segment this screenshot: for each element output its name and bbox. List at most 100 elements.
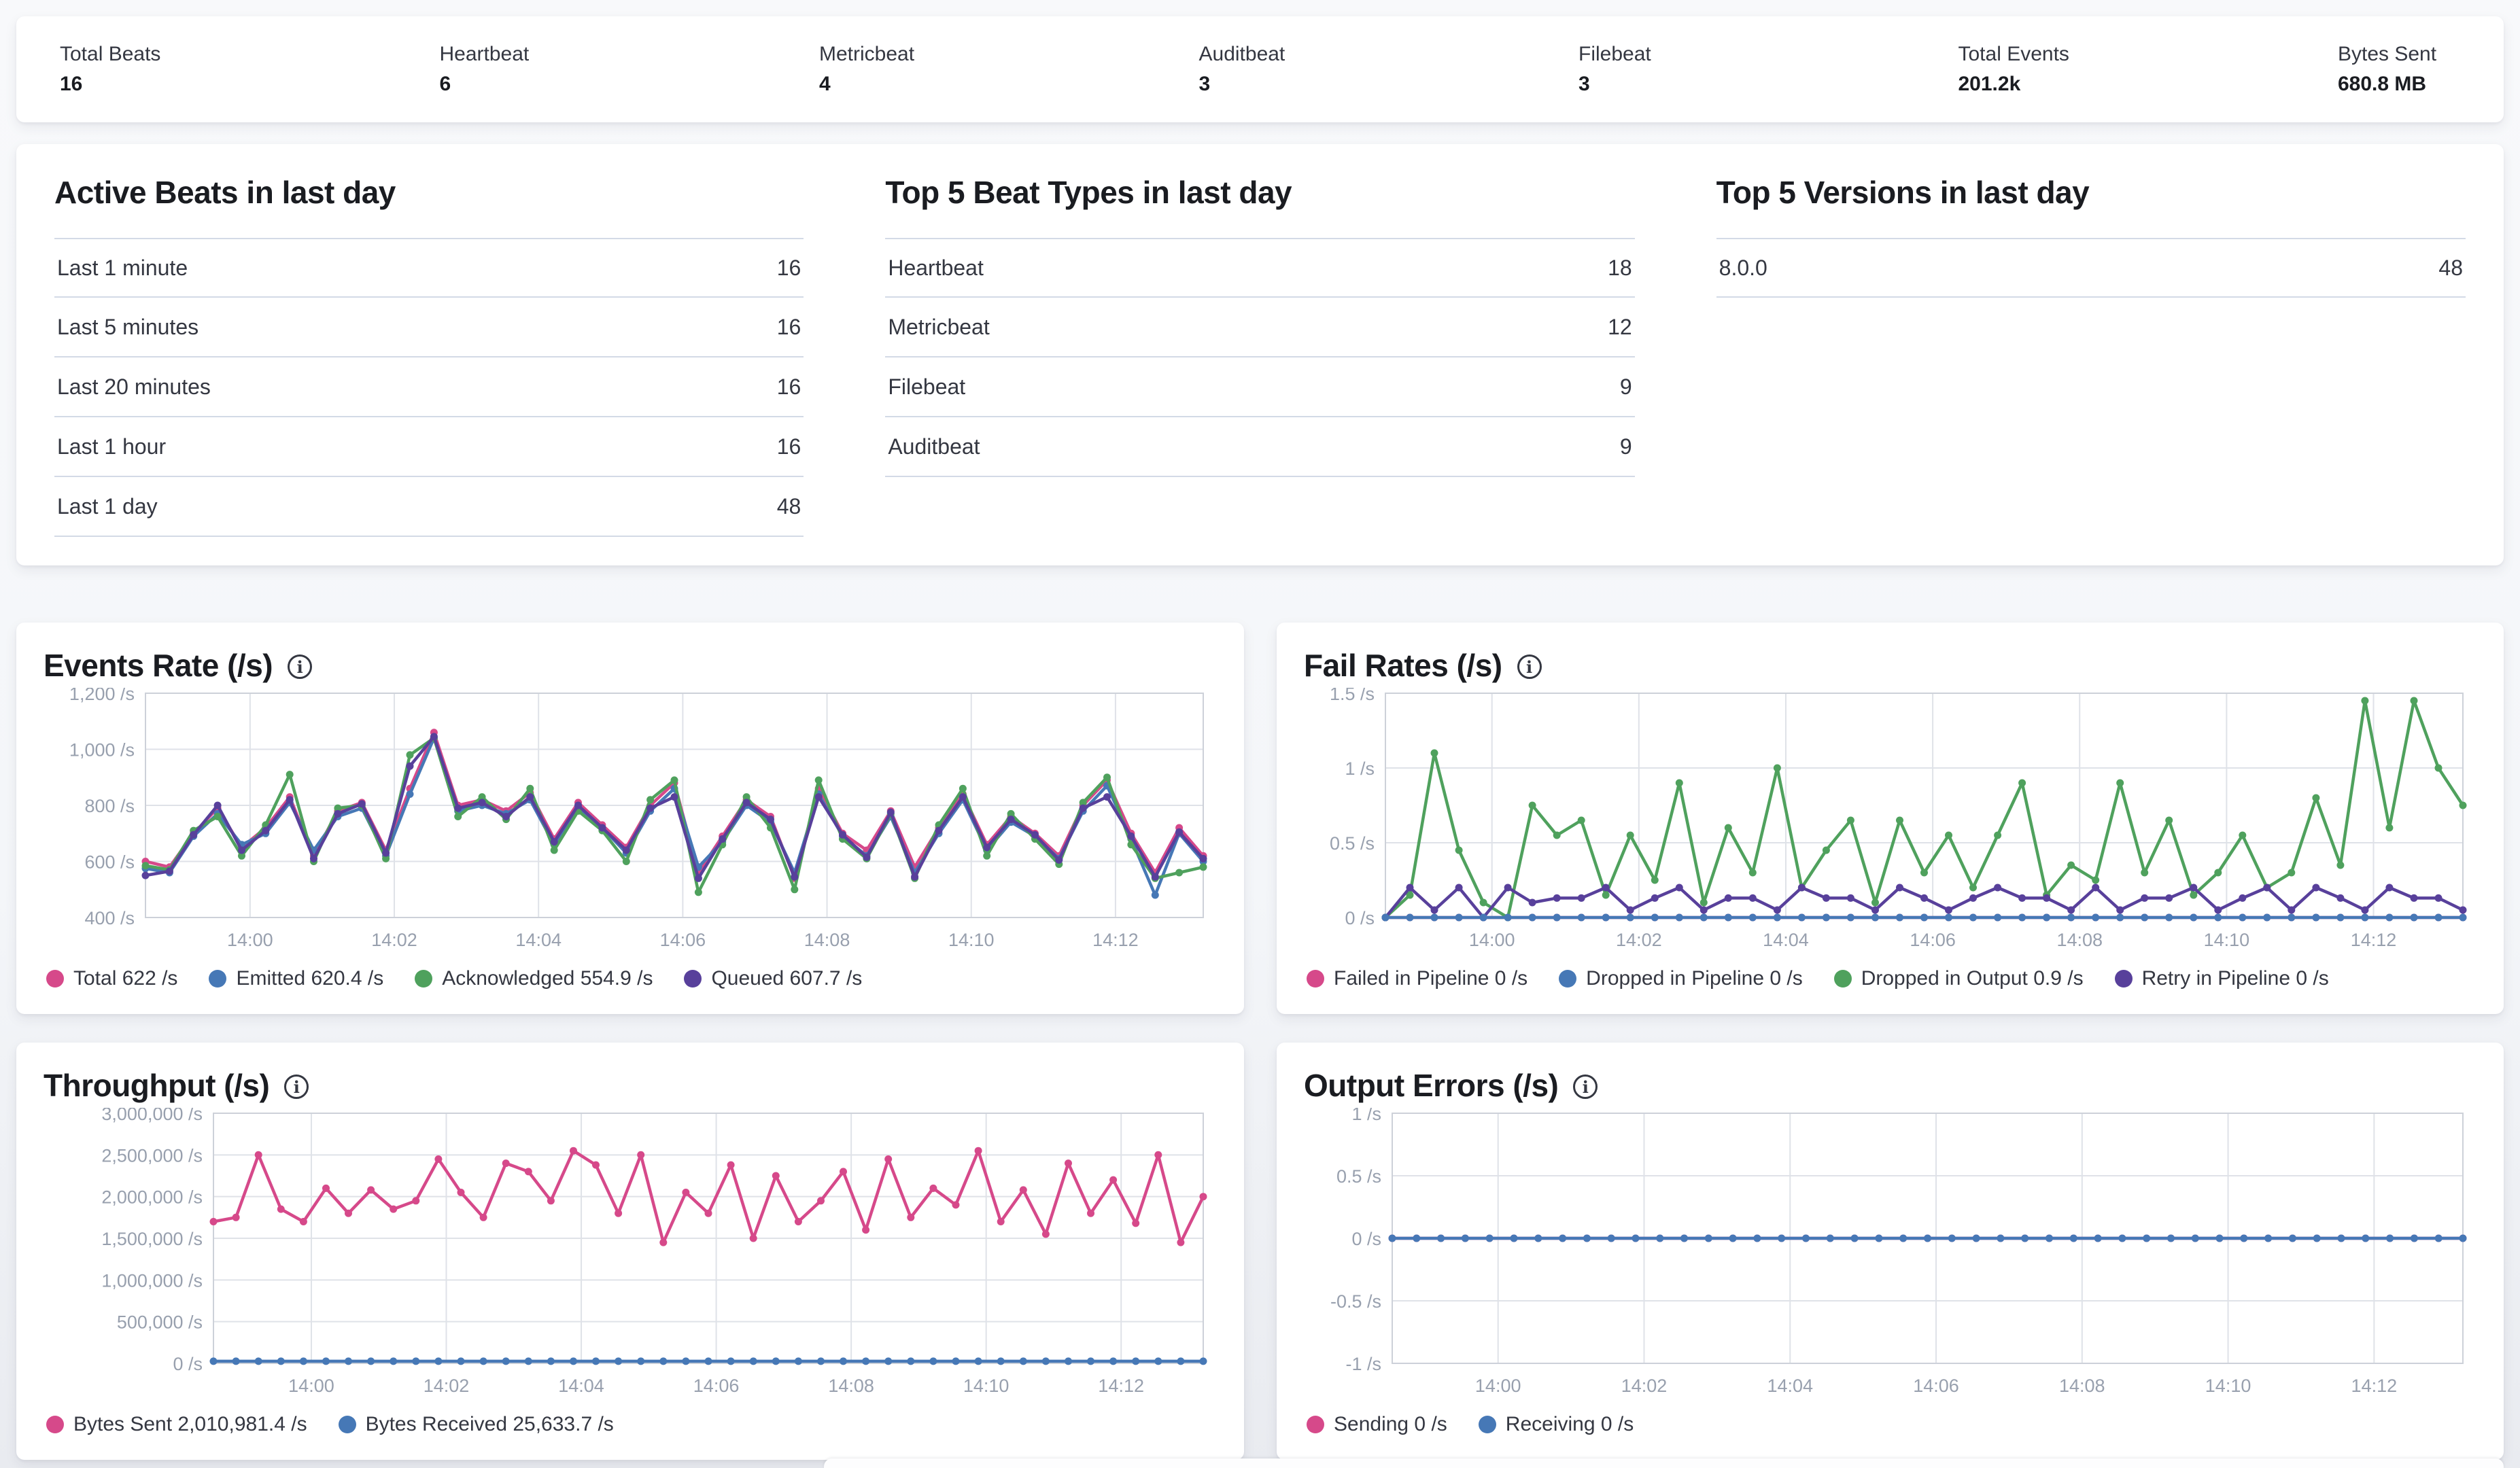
legend-dot-icon [46,1415,64,1433]
svg-text:14:02: 14:02 [371,930,417,950]
table-row-label: Last 20 minutes [57,374,211,399]
table-row: Last 5 minutes 16 [54,298,804,357]
legend-item-dropped-in-pipeline[interactable]: Dropped in Pipeline 0 /s [1559,967,1803,990]
svg-text:1 /s: 1 /s [1345,758,1375,779]
table-row-value: 16 [776,374,801,399]
chart-title: Throughput (/s) [44,1068,270,1103]
legend-label: Queued 607.7 /s [711,966,863,990]
legend-item-dropped-in-output[interactable]: Dropped in Output 0.9 /s [1833,966,2084,990]
legend-label: Acknowledged 554.9 /s [442,966,653,990]
legend-dot-icon [1307,1415,1324,1433]
stat-label: Total Beats [60,43,161,65]
svg-text:14:10: 14:10 [2204,930,2250,950]
summary-tables-panel: Active Beats in last day Last 1 minute 16 L… [16,144,2504,565]
summary-table-rows: Heartbeat 18 Metricbeat 12 Filebeat 9 Auditbea… [885,238,1635,477]
stat-auditbeat: Auditbeat 3 [1199,43,1322,96]
table-row: Last 1 hour 16 [54,417,804,477]
svg-text:-0.5 /s: -0.5 /s [1330,1291,1381,1312]
legend-item-sending[interactable]: Sending 0 /s [1307,1413,1447,1436]
legend-label: Failed in Pipeline 0 /s [1334,966,1528,990]
table-row-label: Heartbeat [888,255,984,280]
legend-item-acknowledged[interactable]: Acknowledged 554.9 /s [415,967,653,990]
legend-item-emitted[interactable]: Emitted 620.4 /s [209,967,383,990]
svg-text:14:08: 14:08 [2056,930,2103,950]
info-icon[interactable]: i [1573,1074,1598,1099]
info-icon[interactable]: i [1517,654,1542,679]
svg-text:14:04: 14:04 [515,930,562,950]
table-row-value: 9 [1619,374,1632,399]
legend-label: Dropped in Output 0.9 /s [1861,966,2084,990]
table-row: 8.0.0 48 [1716,238,2466,298]
chart-plot-output-errors-s: -1 /s -0.5 /s 0 /s 0.5 /s 1 /s 14:00 14:02 14:0… [1304,1104,2476,1403]
stat-value: 201.2k [1958,73,2021,95]
svg-text:14:10: 14:10 [2205,1376,2251,1396]
legend-item-bytes-received[interactable]: Bytes Received 25,633.7 /s [338,1412,614,1436]
summary-table-title: Active Beats in last day [54,175,396,210]
legend-item-failed-in-pipeline[interactable]: Failed in Pipeline 0 /s [1307,967,1527,990]
table-row-label: Last 1 day [57,493,158,519]
legend-label: Bytes Received 25,633.7 /s [365,1412,614,1435]
table-row-value: 12 [1608,314,1632,339]
legend-dot-icon [2114,969,2133,988]
summary-table-top-5-beat-types-in-last-day: Top 5 Beat Types in last day Heartbeat 18 M… [885,174,1635,533]
stat-value: 16 [60,73,83,95]
summary-table-title: Top 5 Beat Types in last day [885,175,1292,210]
stat-metricbeat: Metricbeat 4 [819,43,942,96]
svg-text:1,000 /s: 1,000 /s [69,740,135,761]
svg-text:1,000,000 /s: 1,000,000 /s [101,1270,203,1291]
table-row-value: 9 [1619,434,1632,459]
chart-canvas-fail-rates-s: 0 /s 0.5 /s 1 /s 1.5 /s 14:00 14:02 14:04 14:06… [1330,684,2467,950]
svg-text:14:06: 14:06 [1910,930,1956,950]
stat-value: 4 [819,73,831,95]
stat-label: Filebeat [1578,43,1651,65]
chart-canvas-events-rate-s: 400 /s 600 /s 800 /s 1,000 /s 1,200 /s 14:00 1… [69,684,1207,950]
svg-text:14:00: 14:00 [1475,1376,1521,1396]
next-row-panel-peek [824,1458,2504,1468]
legend-item-queued[interactable]: Queued 607.7 /s [684,967,862,990]
legend-item-retry-in-pipeline[interactable]: Retry in Pipeline 0 /s [2114,967,2329,990]
info-icon[interactable]: i [284,1074,309,1099]
table-row: Heartbeat 18 [885,238,1635,298]
chart-header: Events Rate (/s) i [44,647,1217,684]
stat-label: Metricbeat [819,43,915,65]
chart-panel-output-errors-s: Output Errors (/s) i -1 /s -0.5 /s 0 /s 0.5 /… [1277,1043,2504,1460]
chart-title: Output Errors (/s) [1304,1068,1559,1103]
table-row-value: 16 [776,314,801,339]
summary-table-active-beats-in-last-day: Active Beats in last day Last 1 minute 16 L… [54,174,804,537]
table-row-value: 48 [776,493,801,519]
legend-dot-icon [46,969,64,988]
svg-text:14:00: 14:00 [288,1376,334,1396]
svg-text:0.5 /s: 0.5 /s [1336,1166,1381,1187]
stat-bytes-sent: Bytes Sent 680.8 MB [2338,43,2460,96]
stat-total-events: Total Events 201.2k [1958,43,2081,96]
legend-item-receiving[interactable]: Receiving 0 /s [1478,1413,1634,1436]
legend-dot-icon [338,1415,356,1433]
svg-text:14:04: 14:04 [1767,1376,1813,1396]
legend-item-total[interactable]: Total 622 /s [46,967,177,990]
info-icon[interactable]: i [288,654,313,679]
table-row-label: 8.0.0 [1719,255,1767,280]
svg-text:400 /s: 400 /s [84,908,135,928]
chart-plot-events-rate-s: 400 /s 600 /s 800 /s 1,000 /s 1,200 /s 14:00 1… [44,684,1217,958]
legend-dot-icon [209,969,227,988]
chart-plot-throughput-s: 0 /s 500,000 /s 1,000,000 /s 1,500,000 /s 2,… [44,1104,1217,1403]
svg-text:0.5 /s: 0.5 /s [1330,833,1375,854]
table-row-value: 18 [1608,255,1632,280]
table-row: Last 1 minute 16 [54,238,804,298]
svg-text:14:02: 14:02 [424,1376,470,1396]
legend-item-bytes-sent[interactable]: Bytes Sent 2,010,981.4 /s [46,1413,307,1436]
svg-text:14:06: 14:06 [693,1376,740,1396]
stat-label: Total Events [1958,43,2069,65]
svg-text:14:12: 14:12 [1092,930,1139,950]
stat-label: Auditbeat [1198,43,1285,65]
svg-text:600 /s: 600 /s [84,852,135,873]
svg-text:-1 /s: -1 /s [1345,1354,1381,1374]
table-row-value: 16 [776,434,801,459]
svg-text:14:08: 14:08 [2059,1376,2105,1396]
chart-legend: Failed in Pipeline 0 /s Dropped in Pipeli… [1304,958,2476,999]
svg-text:1.5 /s: 1.5 /s [1330,688,1375,704]
svg-text:14:04: 14:04 [558,1376,604,1396]
svg-text:2,500,000 /s: 2,500,000 /s [101,1145,203,1166]
table-row-label: Last 1 minute [57,255,188,280]
legend-label: Total 622 /s [73,966,178,990]
